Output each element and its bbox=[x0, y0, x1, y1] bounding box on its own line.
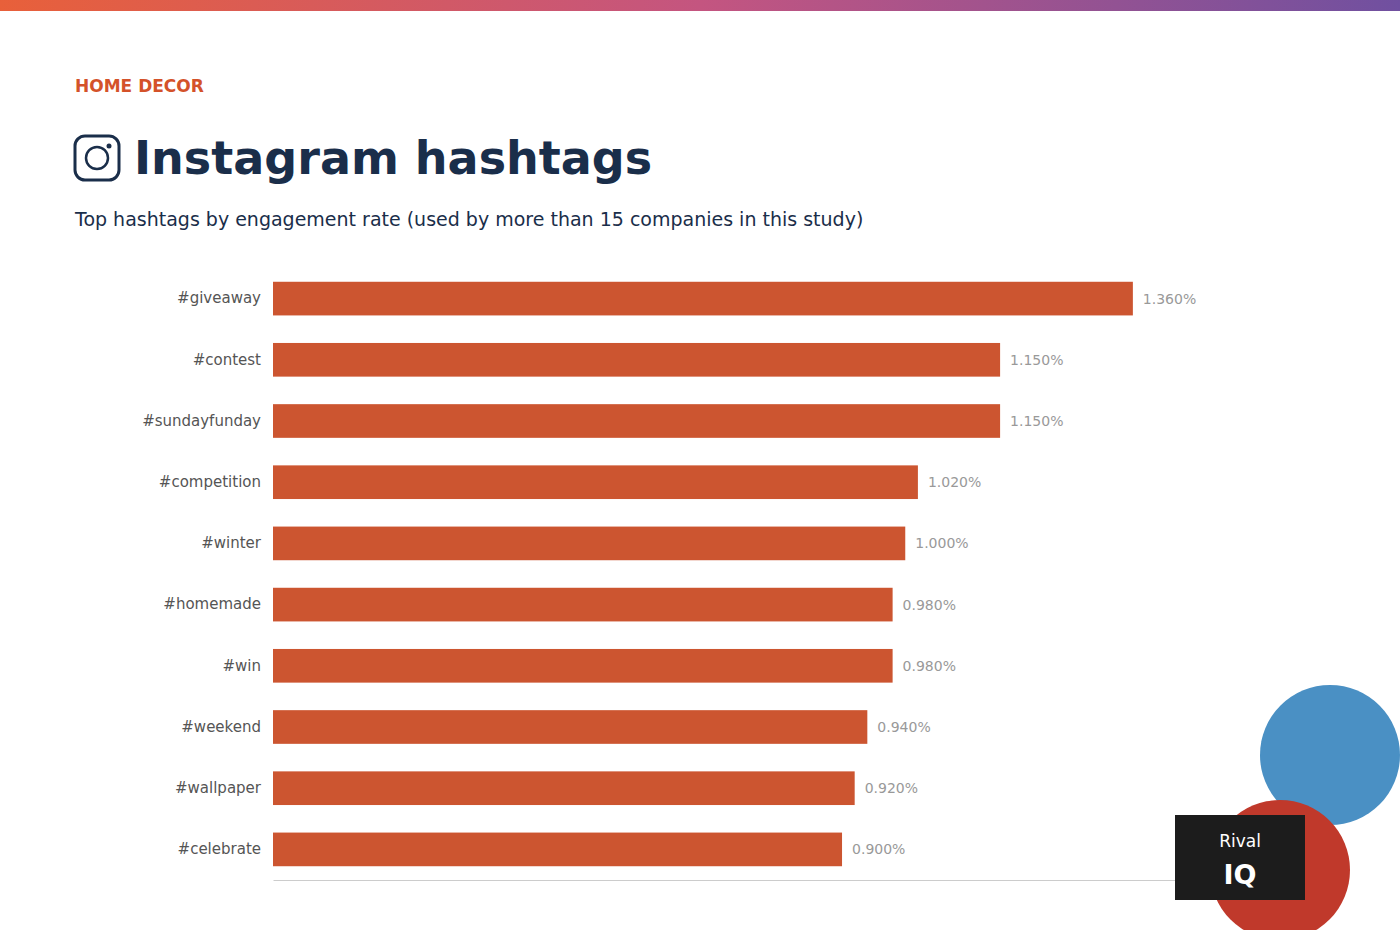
y-tick-label: #contest bbox=[193, 351, 261, 369]
data-label: 0.920% bbox=[865, 780, 918, 796]
data-label: 1.150% bbox=[1010, 413, 1063, 429]
bar bbox=[273, 588, 893, 622]
category-label: HOME DECOR bbox=[75, 76, 204, 96]
bar bbox=[273, 527, 905, 561]
bar bbox=[273, 649, 893, 683]
bar bbox=[273, 710, 867, 744]
logo-text: IQ bbox=[1224, 859, 1257, 890]
bar bbox=[273, 771, 855, 805]
icon-lens bbox=[86, 147, 108, 169]
data-label: 1.020% bbox=[928, 474, 981, 490]
logo-text: Rival bbox=[1219, 831, 1261, 851]
y-tick: #winter bbox=[201, 534, 262, 552]
y-tick-label: #giveaway bbox=[177, 289, 261, 307]
y-tick: #contest bbox=[193, 351, 261, 369]
y-tick-label: #celebrate bbox=[178, 840, 261, 858]
bars bbox=[273, 282, 1133, 866]
y-tick-label: #wallpaper bbox=[175, 779, 262, 797]
bar bbox=[273, 343, 1000, 377]
y-tick: #giveaway bbox=[177, 289, 261, 307]
logo-box bbox=[1175, 815, 1305, 900]
data-label: 0.980% bbox=[903, 597, 956, 613]
data-label: 1.360% bbox=[1143, 291, 1196, 307]
bar bbox=[273, 404, 1000, 438]
icon-frame bbox=[75, 136, 119, 180]
top-gradient-bar bbox=[0, 0, 1400, 11]
data-label: 1.150% bbox=[1010, 352, 1063, 368]
subtitle: Top hashtags by engagement rate (used by… bbox=[74, 208, 863, 230]
data-label: 1.000% bbox=[915, 535, 968, 551]
bar bbox=[273, 833, 842, 867]
chart-root: HOME DECOR Instagram hashtags Top hashtags… bbox=[0, 0, 1400, 930]
y-tick: #celebrate bbox=[178, 840, 261, 858]
y-tick-label: #weekend bbox=[181, 718, 261, 736]
data-label: 0.980% bbox=[903, 658, 956, 674]
y-tick: #wallpaper bbox=[175, 779, 262, 797]
y-tick-label: #competition bbox=[159, 473, 261, 491]
x-axis bbox=[274, 880, 1254, 881]
title: Instagram hashtags bbox=[134, 131, 652, 185]
bar bbox=[273, 282, 1133, 316]
data-label: 0.940% bbox=[877, 719, 930, 735]
y-axis: #giveaway #contest #sundayfunday #competiti… bbox=[142, 289, 262, 858]
y-tick: #homemade bbox=[163, 595, 261, 613]
icon-dot bbox=[107, 144, 112, 149]
y-tick-label: #sundayfunday bbox=[142, 412, 261, 430]
y-tick-label: #winter bbox=[201, 534, 262, 552]
y-tick: #competition bbox=[159, 473, 261, 491]
x-axis-line bbox=[274, 880, 1254, 881]
bar bbox=[273, 465, 918, 499]
plot: 1.360% 1.150% 1.150% 1.020% 1.000% 0.980% 0.98… bbox=[142, 282, 1253, 881]
y-tick: #win bbox=[222, 657, 261, 675]
y-tick: #weekend bbox=[181, 718, 261, 736]
logo: Rival IQ bbox=[1175, 815, 1305, 900]
y-tick-label: #win bbox=[222, 657, 261, 675]
y-tick: #sundayfunday bbox=[142, 412, 261, 430]
data-label: 0.900% bbox=[852, 841, 905, 857]
title-icon bbox=[75, 136, 119, 180]
y-tick-label: #homemade bbox=[163, 595, 261, 613]
data-labels: 1.360% 1.150% 1.150% 1.020% 1.000% 0.980% 0.98… bbox=[852, 291, 1196, 858]
